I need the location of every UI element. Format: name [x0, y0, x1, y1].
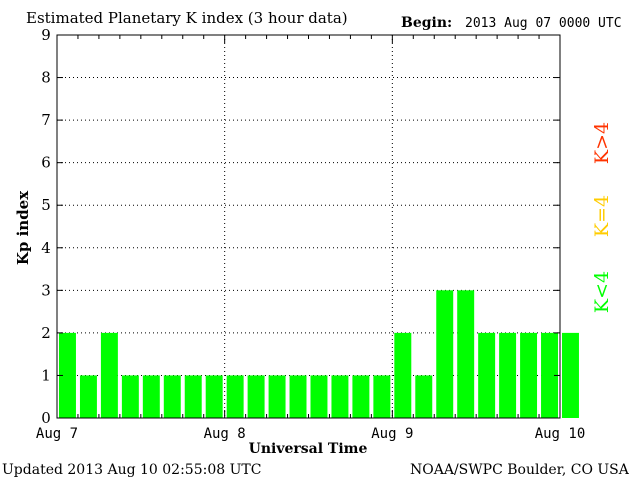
y-tick-label: 6 — [41, 154, 51, 172]
kp-bar — [226, 375, 244, 418]
kp-bar — [184, 375, 202, 418]
y-tick-label: 5 — [41, 196, 51, 214]
y-tick-label: 8 — [41, 69, 51, 87]
updated-timestamp: Updated 2013 Aug 10 02:55:08 UTC — [2, 462, 261, 478]
begin-label: Begin: — [401, 15, 452, 31]
y-axis-label: Kp index — [14, 190, 32, 265]
x-tick-label: Aug 7 — [36, 426, 78, 442]
kp-bar — [541, 332, 558, 418]
kp-bar — [289, 375, 307, 418]
kp-bar — [205, 375, 223, 418]
kp-bar — [59, 332, 76, 418]
kp-bar — [163, 375, 181, 418]
kp-bar — [373, 375, 391, 418]
kp-bar — [100, 332, 118, 418]
begin-value: 2013 Aug 07 0000 UTC — [465, 16, 622, 31]
y-tick-label: 7 — [41, 111, 51, 129]
kp-bar — [142, 375, 160, 418]
legend-entry: K>4 — [591, 122, 613, 164]
y-axis: 0 1 2 3 4 5 6 7 8 9 — [41, 26, 560, 427]
kp-bar — [79, 375, 97, 418]
y-tick-label: 4 — [41, 239, 51, 257]
y-tick-label: 0 — [41, 409, 51, 427]
y-tick-label: 9 — [41, 26, 51, 44]
y-tick-label: 1 — [41, 366, 51, 384]
kp-bar — [436, 290, 454, 418]
x-tick-label: Aug 9 — [371, 426, 413, 442]
chart-title: Estimated Planetary K index (3 hour data… — [26, 9, 348, 27]
legend-entry: K=4 — [591, 195, 613, 237]
kp-bar — [247, 375, 265, 418]
kp-bar — [268, 375, 286, 418]
kp-bar — [478, 332, 496, 418]
kp-bar — [352, 375, 370, 418]
x-axis-label: Universal Time — [249, 441, 368, 457]
kp-bar — [415, 375, 433, 418]
kp-bar — [520, 332, 538, 418]
x-axis: Aug 7 Aug 8 Aug 9 Aug 10 — [36, 35, 585, 442]
kp-bar — [499, 332, 517, 418]
legend-entry: K<4 — [591, 271, 613, 313]
y-tick-label: 2 — [41, 324, 51, 342]
y-tick-label: 3 — [41, 281, 51, 299]
kp-bar — [310, 375, 328, 418]
kp-bar — [562, 332, 579, 418]
kp-bar — [121, 375, 139, 418]
bars — [59, 290, 579, 418]
kp-bar — [331, 375, 349, 418]
data-source: NOAA/SWPC Boulder, CO USA — [410, 462, 630, 478]
x-tick-label: Aug 10 — [535, 426, 586, 442]
x-tick-label: Aug 8 — [204, 426, 246, 442]
kp-bar — [394, 332, 412, 418]
kp-bar — [457, 290, 475, 418]
legend: K<4 K=4 K>4 — [591, 122, 613, 313]
